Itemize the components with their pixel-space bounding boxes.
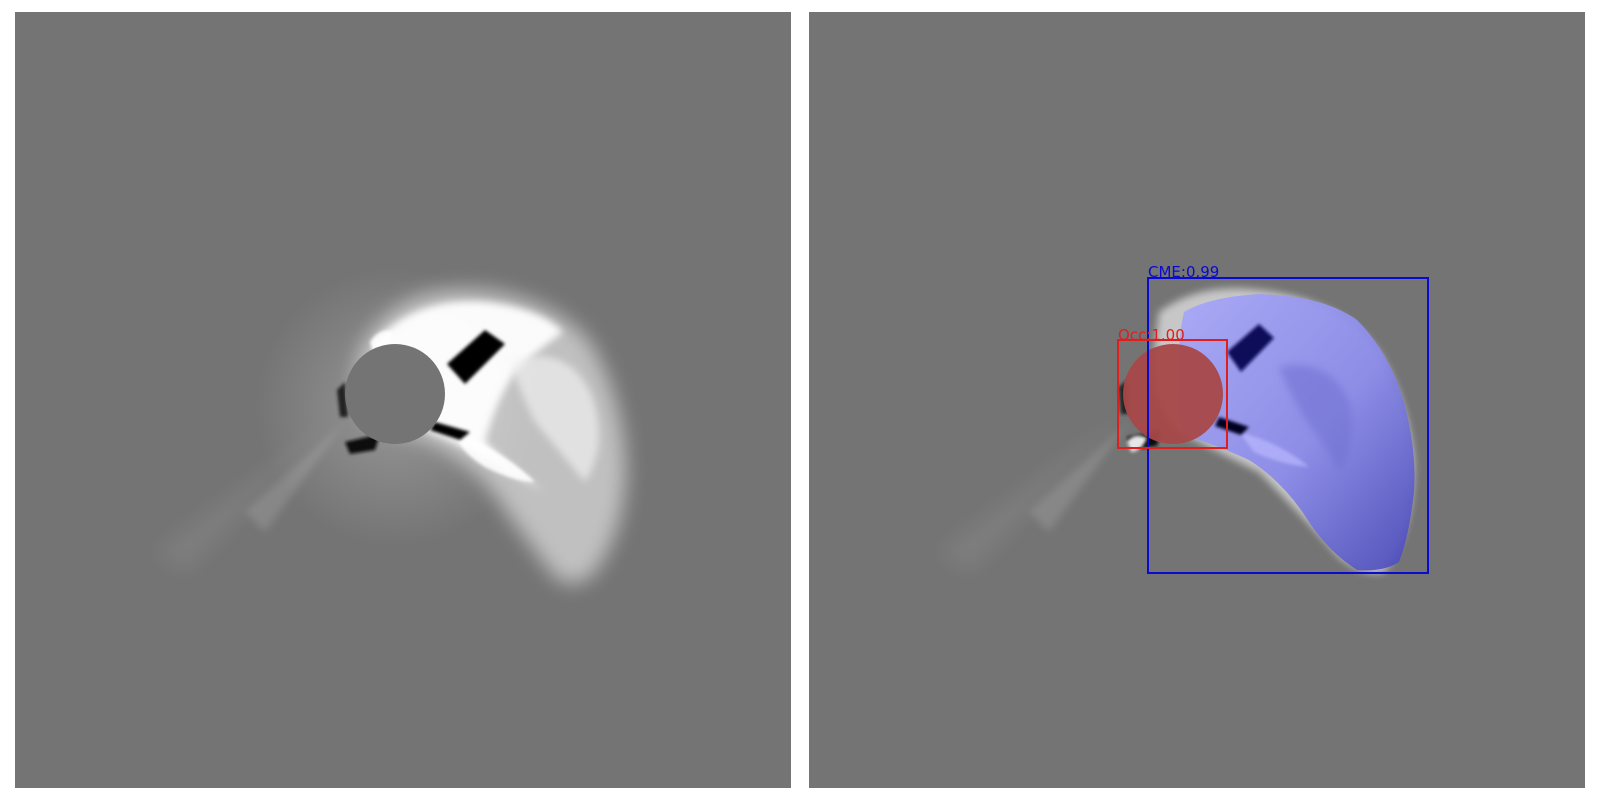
cme-streak [455,432,535,482]
faint-streamer [1029,422,1129,532]
cme-mask-streak [1239,432,1309,467]
occulter-disk [345,344,445,444]
faint-streamer [939,412,1129,572]
dark-wedge [430,422,470,440]
cme-bright-core [375,301,563,492]
cme-bounding-box [1147,277,1429,574]
detection-result-image: CME:0.99 Occ:1.00 [809,12,1585,788]
detection-result-panel: CME:0.99 Occ:1.00 [809,12,1585,788]
dark-wedge [345,434,380,454]
cme-detection-label: CME:0.99 [1148,263,1219,281]
original-coronagraph-image [15,12,791,788]
occulter-detection-label: Occ:1.00 [1118,326,1185,344]
cme-mask-loop-shading [1279,365,1353,472]
occulter-bounding-box [1117,339,1228,449]
dark-wedge [447,330,505,384]
dark-wedge [1215,417,1249,435]
original-coronagraph-panel [15,12,791,788]
occulter-segmentation-mask [1123,344,1223,444]
dark-wedge [1227,324,1274,372]
cme-loop-structure [510,356,599,482]
